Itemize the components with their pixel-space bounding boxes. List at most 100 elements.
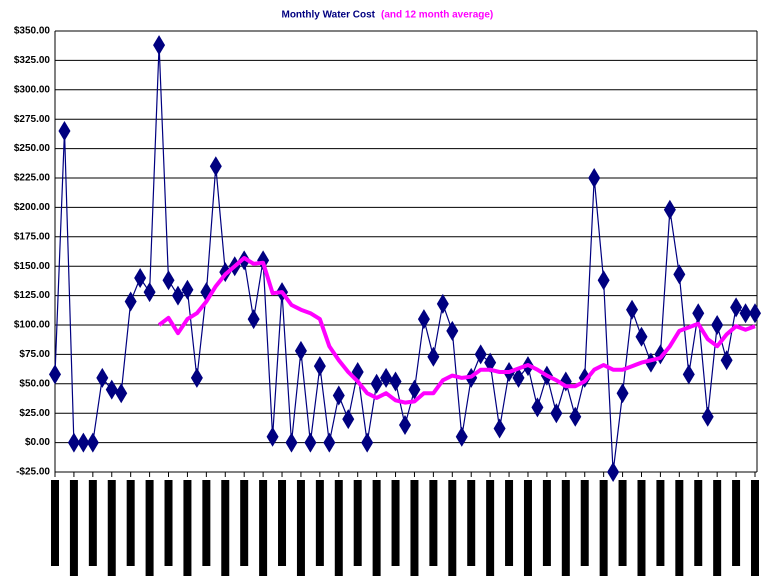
x-label-block (107, 480, 116, 576)
diamond-marker (380, 367, 393, 388)
diamond-marker (153, 35, 166, 56)
diamond-marker (512, 367, 525, 388)
x-label-block (618, 480, 627, 566)
y-tick-label: -$25.00 (16, 467, 50, 478)
x-label-block (732, 480, 741, 566)
diamond-marker (493, 418, 506, 439)
x-label-block (296, 480, 305, 576)
y-tick-label: $325.00 (14, 55, 51, 66)
x-label-block (713, 480, 722, 576)
x-label-block (88, 480, 97, 566)
x-label-block (334, 480, 343, 576)
diamond-marker (96, 367, 109, 388)
chart-title: Monthly Water Cost (281, 10, 375, 21)
diamond-marker (484, 352, 497, 373)
x-label-block (542, 480, 551, 566)
diamond-marker (285, 432, 298, 453)
diamond-marker (171, 285, 184, 306)
x-label-block (221, 480, 230, 576)
x-label-block (126, 480, 135, 566)
x-label-block (561, 480, 570, 576)
x-label-block (486, 480, 495, 576)
x-label-block (69, 480, 78, 576)
diamond-marker (181, 279, 194, 300)
diamond-marker (86, 432, 99, 453)
x-label-block (240, 480, 249, 566)
diamond-marker (730, 297, 743, 318)
x-label-block (278, 480, 287, 566)
diamond-marker (417, 309, 430, 330)
diamond-marker (673, 264, 686, 285)
diamond-marker (569, 406, 582, 427)
diamond-marker (531, 397, 544, 418)
diamond-marker (105, 379, 118, 400)
y-tick-label: $100.00 (14, 320, 51, 331)
diamond-marker (711, 315, 724, 335)
diamond-marker (626, 299, 639, 320)
y-tick-label: $350.00 (14, 26, 51, 37)
x-label-block (751, 480, 759, 576)
diamond-marker (635, 326, 648, 347)
x-label-block (259, 480, 268, 576)
x-label-block (580, 480, 589, 566)
diamond-marker (323, 432, 336, 453)
x-label-block (467, 480, 476, 566)
diamond-marker (257, 250, 270, 271)
diamond-marker (361, 432, 374, 453)
diamond-marker (304, 432, 317, 453)
x-label-block (391, 480, 400, 566)
diamond-marker (58, 120, 71, 141)
x-label-block (315, 480, 324, 566)
diamond-marker (77, 432, 90, 453)
x-label-block (694, 480, 703, 566)
diamond-marker (332, 385, 345, 406)
y-tick-label: $50.00 (19, 378, 50, 389)
x-label-block (637, 480, 646, 576)
diamond-marker (616, 383, 629, 404)
diamond-marker (115, 383, 128, 404)
diamond-marker (720, 350, 733, 371)
x-label-block (372, 480, 381, 576)
x-label-block (599, 480, 608, 576)
x-label-block (202, 480, 211, 566)
diamond-marker (67, 432, 80, 453)
y-tick-label: $275.00 (14, 114, 51, 125)
x-label-block (448, 480, 457, 576)
series-line (157, 256, 756, 405)
diamond-marker (607, 462, 620, 482)
series-line (54, 44, 755, 473)
diamond-marker (266, 426, 279, 447)
chart-subtitle: (and 12 month average) (381, 10, 493, 21)
diamond-marker (701, 406, 714, 427)
y-tick-label: $175.00 (14, 231, 51, 242)
diamond-marker (597, 270, 610, 291)
diamond-marker (134, 267, 147, 288)
x-label-block (505, 480, 514, 566)
x-label-block (353, 480, 362, 566)
x-label-block (656, 480, 665, 566)
diamond-marker (209, 156, 222, 177)
diamond-marker (663, 199, 676, 220)
y-tick-label: $250.00 (14, 143, 51, 154)
diamond-marker (190, 367, 203, 388)
diamond-marker (124, 291, 137, 312)
diamond-marker (143, 282, 156, 303)
diamond-marker (342, 409, 355, 430)
y-tick-label: $125.00 (14, 290, 51, 301)
y-tick-label: $225.00 (14, 173, 51, 184)
y-tick-label: $200.00 (14, 202, 51, 213)
diamond-marker (370, 373, 383, 394)
diamond-marker (550, 403, 563, 424)
diamond-marker (455, 426, 468, 447)
diamond-marker (313, 356, 326, 377)
x-label-block (164, 480, 173, 566)
diamond-marker (692, 303, 705, 324)
y-tick-label: $150.00 (14, 261, 51, 272)
diamond-marker (739, 303, 752, 324)
diamond-marker (49, 364, 61, 385)
diamond-marker (294, 340, 307, 361)
diamond-marker (247, 309, 260, 330)
x-label-block (523, 480, 532, 576)
